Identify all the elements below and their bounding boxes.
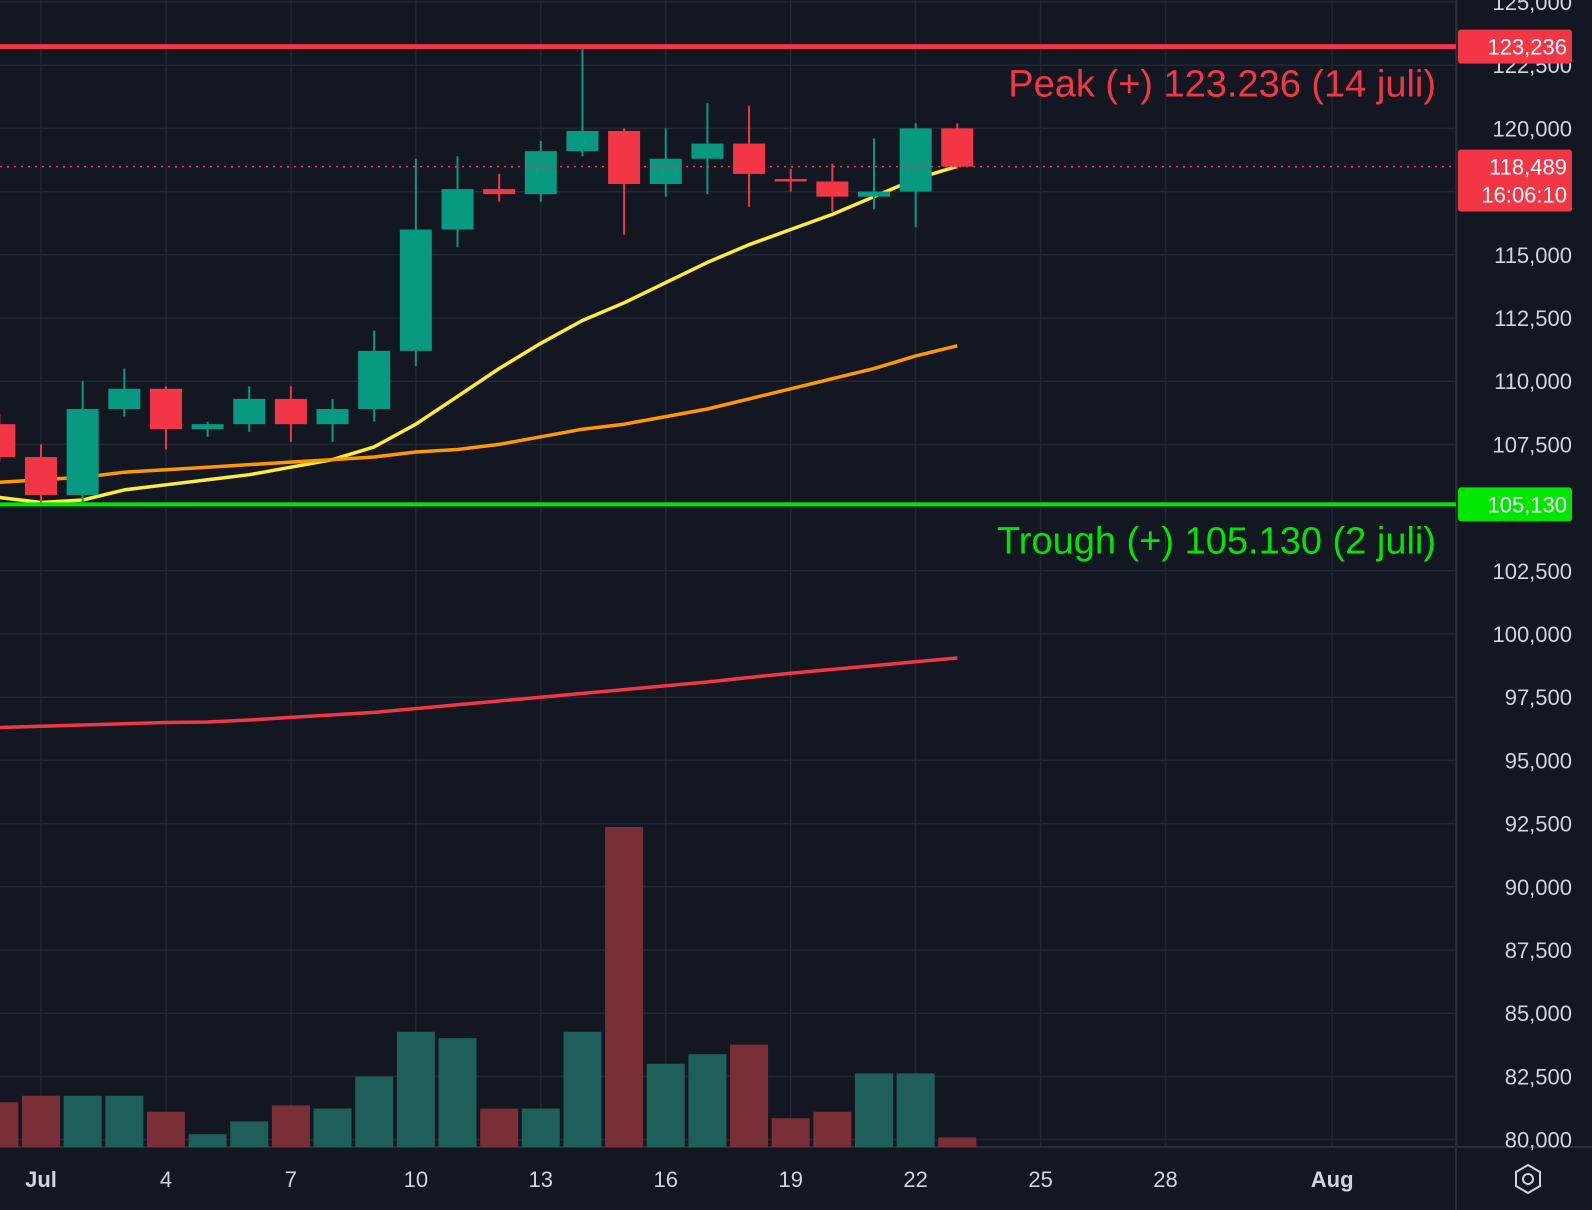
price-tick-label: 95,000: [1505, 748, 1572, 773]
candle-body: [66, 409, 99, 495]
volume-bar: [605, 827, 644, 1147]
volume-bar: [313, 1108, 352, 1147]
volume-bar: [355, 1076, 394, 1147]
volume-bar: [271, 1105, 310, 1147]
candle-body: [733, 143, 766, 174]
price-tick-label: 80,000: [1505, 1128, 1572, 1153]
candle-body: [108, 388, 141, 410]
candle-body: [524, 151, 557, 195]
moving-average-line: [0, 164, 958, 505]
candle-body: [399, 229, 432, 351]
price-tick-label: 125,000: [1492, 0, 1572, 15]
current-price-tag: 118,489: [1489, 155, 1567, 180]
candles: [0, 46, 974, 506]
trough-price-tag-background: [1458, 487, 1572, 522]
candle-body: [191, 424, 224, 430]
peak-label: Peak (+) 123.236 (14 juli): [1008, 64, 1436, 106]
volume-bar: [646, 1063, 685, 1147]
time-tick-label: 22: [903, 1167, 927, 1192]
peak-price-tag-background: [1458, 29, 1572, 64]
moving-average-line: [0, 656, 958, 730]
volume-bar: [771, 1118, 810, 1147]
price-tick-label: 112,500: [1494, 306, 1572, 331]
volume-bar: [438, 1038, 477, 1147]
volume-bar: [146, 1111, 185, 1147]
candle-body: [274, 398, 307, 425]
candle-body: [899, 128, 932, 192]
candle-body: [649, 158, 682, 185]
candle-body: [316, 409, 349, 425]
volume-bar: [563, 1031, 602, 1147]
volume-bar: [688, 1054, 727, 1147]
price-tick-label: 85,000: [1505, 1001, 1572, 1026]
price-tick-label: 92,500: [1505, 812, 1572, 837]
time-tick-label: 19: [778, 1167, 802, 1192]
candle-countdown: 16:06:10: [1481, 183, 1567, 208]
price-tick-label: 110,000: [1494, 369, 1572, 394]
candle-body: [149, 388, 182, 430]
candle-body: [0, 424, 16, 458]
candle-body: [608, 130, 641, 185]
price-tick-label: 120,000: [1492, 116, 1572, 141]
candle-body: [233, 398, 266, 425]
price-tick-label: 90,000: [1505, 875, 1572, 900]
candle-body: [816, 181, 849, 197]
time-tick-label: Aug: [1311, 1167, 1354, 1192]
volume-bar: [813, 1111, 852, 1147]
price-tick-label: 102,500: [1492, 559, 1572, 584]
candle-body: [858, 191, 890, 197]
volume-bar: [396, 1031, 435, 1147]
time-tick-label: 25: [1028, 1167, 1052, 1192]
moving-averages: [0, 164, 958, 730]
price-tick-label: 82,500: [1505, 1064, 1572, 1089]
price-tick-label: 97,500: [1505, 685, 1572, 710]
current-price-tag-background: [1458, 149, 1572, 212]
candle-body: [691, 143, 724, 159]
price-tick-label: 107,500: [1492, 432, 1572, 457]
time-tick-label: 7: [285, 1167, 297, 1192]
time-tick-label: 4: [160, 1167, 172, 1192]
settings-icon[interactable]: [1515, 1163, 1541, 1195]
price-tick-label: 115,000: [1494, 243, 1572, 268]
volume-bar: [938, 1137, 977, 1147]
price-tags: 123,236 105,130 118,489 16:06:10: [1458, 29, 1572, 522]
volume-bar: [22, 1095, 60, 1147]
candle-body: [441, 189, 474, 230]
volume-bar: [230, 1121, 269, 1147]
time-axis[interactable]: Jul 4 7 10 13 16 19 22 25 28 Aug: [25, 1167, 1353, 1192]
volume-bar: [730, 1044, 769, 1147]
volume-bar: [0, 1102, 19, 1147]
time-tick-label: 13: [529, 1167, 553, 1192]
time-tick-label: 10: [404, 1167, 428, 1192]
moving-average-line: [0, 344, 958, 485]
volume-bar: [105, 1095, 144, 1147]
candle-body: [483, 189, 516, 195]
volume-bar: [480, 1108, 519, 1147]
trough-label: Trough (+) 105.130 (2 juli): [997, 520, 1436, 562]
volume-bar: [521, 1108, 560, 1147]
reference-lines: Peak (+) 123.236 (14 juli) Trough (+) 105…: [0, 44, 1456, 562]
candle-body: [358, 350, 391, 410]
time-tick-label: Jul: [25, 1167, 57, 1192]
price-tick-label: 100,000: [1492, 622, 1572, 647]
time-tick-label: 28: [1153, 1167, 1177, 1192]
candle-body: [566, 130, 599, 152]
volume-bar: [63, 1095, 102, 1147]
candle-body: [941, 128, 974, 167]
candle-body: [25, 457, 57, 495]
volume-bars: [0, 827, 977, 1147]
volume-bar: [188, 1134, 227, 1147]
trough-price-tag: 105,130: [1487, 492, 1567, 517]
price-axis[interactable]: 80,000 82,500 85,000 87,500 90,000 92,500 95,0…: [1492, 0, 1572, 1153]
peak-price-tag: 123,236: [1487, 35, 1567, 60]
volume-bar: [855, 1073, 893, 1147]
candle-body: [774, 178, 807, 182]
price-tick-label: 87,500: [1505, 938, 1572, 963]
volume-bar: [896, 1073, 935, 1147]
time-tick-label: 16: [654, 1167, 678, 1192]
